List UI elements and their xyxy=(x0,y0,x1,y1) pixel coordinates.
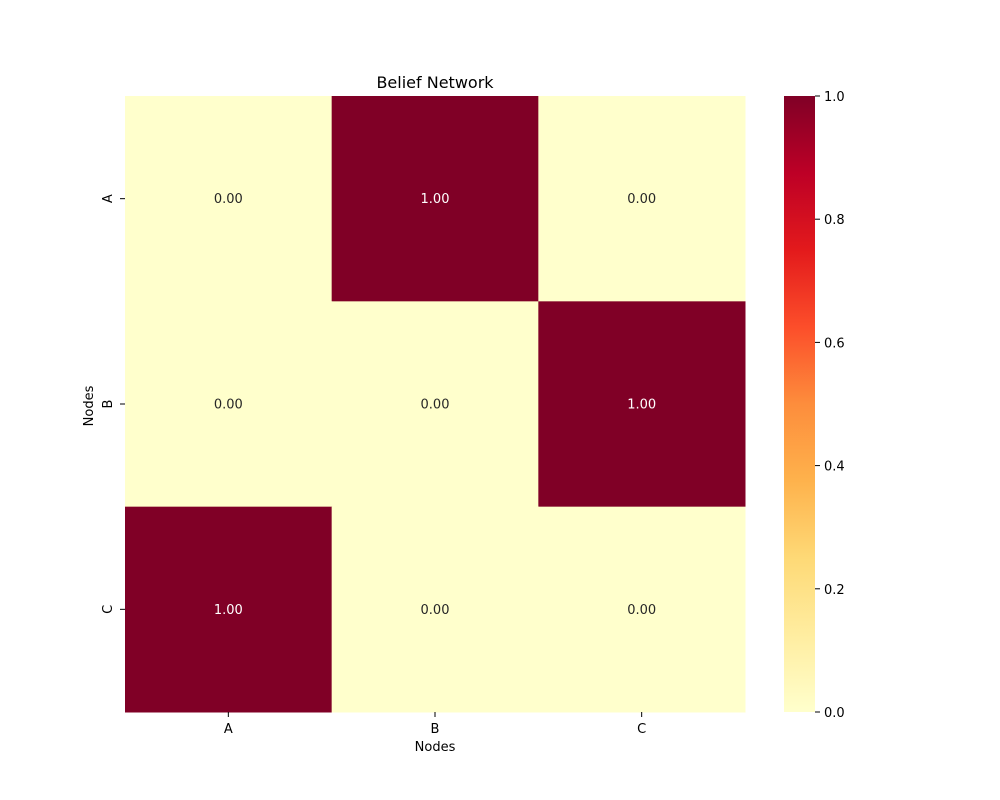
colorbar: 0.0 0.2 0.4 0.6 0.8 1.0 xyxy=(784,90,845,721)
x-axis-label: Nodes xyxy=(415,740,456,755)
colorbar-tick-label: 0.0 xyxy=(824,706,845,721)
heatmap-cell xyxy=(331,301,539,508)
cell-annotation: 0.00 xyxy=(214,398,243,413)
heatmap-cell xyxy=(331,96,539,302)
colorbar-tick-label: 0.4 xyxy=(824,460,845,475)
cell-annotation: 0.00 xyxy=(627,603,656,618)
x-tick-label: C xyxy=(637,722,646,737)
colorbar-tick-label: 0.6 xyxy=(824,336,845,351)
cell-annotation: 0.00 xyxy=(214,192,243,207)
heatmap-cell xyxy=(125,96,333,302)
y-tick-label: B xyxy=(101,400,116,409)
y-axis: A B C xyxy=(101,194,125,614)
cell-annotation: 1.00 xyxy=(421,192,450,207)
heatmap-cell xyxy=(125,301,333,508)
cell-annotation: 0.00 xyxy=(627,192,656,207)
x-tick-label: A xyxy=(224,722,233,737)
cell-annotation: 0.00 xyxy=(421,398,450,413)
cell-annotation: 1.00 xyxy=(214,603,243,618)
heatmap-cell xyxy=(125,506,333,713)
cell-annotation: 0.00 xyxy=(421,603,450,618)
heatmap-cell xyxy=(538,96,746,302)
colorbar-tick-label: 0.8 xyxy=(824,213,845,228)
colorbar-tick-label: 1.0 xyxy=(824,90,845,105)
heatmap-cell xyxy=(538,301,746,508)
y-axis-label: Nodes xyxy=(82,385,97,426)
colorbar-gradient xyxy=(784,96,815,712)
heatmap-cell xyxy=(538,506,746,713)
x-tick-label: B xyxy=(431,722,440,737)
colorbar-tick-label: 0.2 xyxy=(824,583,845,598)
heatmap-cell xyxy=(331,506,539,713)
cell-annotation: 1.00 xyxy=(627,398,656,413)
y-tick-label: A xyxy=(101,194,116,203)
y-tick-label: C xyxy=(101,605,116,614)
x-axis: A B C xyxy=(224,712,646,737)
chart-title: Belief Network xyxy=(376,73,494,92)
heatmap-cells: 0.00 1.00 0.00 0.00 0.00 1.00 1.00 0.00 0.00 xyxy=(125,96,746,713)
